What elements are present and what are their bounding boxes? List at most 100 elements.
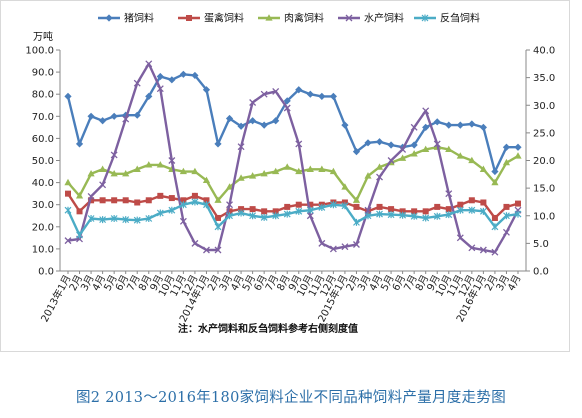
data-point [445,211,453,219]
data-point [295,207,303,215]
data-point [503,212,510,220]
data-point [318,165,326,172]
data-point [479,207,487,215]
left-tick-label: 0.0 [38,267,54,278]
data-point [260,213,268,221]
left-tick-label: 80.0 [32,90,54,101]
data-point [479,123,487,131]
data-point [364,212,372,220]
x-tick-label: 2013年1月 [38,272,74,324]
series-line [67,62,520,254]
data-point [503,228,510,236]
data-point [203,197,210,204]
data-point [295,86,303,94]
data-point [272,117,280,125]
series-line [67,145,519,202]
data-point [76,208,83,215]
data-point [260,121,268,129]
data-point [456,121,464,129]
data-point [353,241,360,248]
right-tick-label: 10.0 [533,211,555,222]
data-point [226,201,233,209]
data-point [445,206,452,213]
data-point [421,14,429,22]
data-point [225,183,234,190]
data-point [502,143,511,151]
data-point [433,118,441,126]
data-point [249,99,257,106]
data-point [191,239,199,247]
data-point [364,206,372,214]
data-point [491,214,498,221]
data-point [214,196,222,203]
data-point [387,211,395,219]
data-point [249,212,257,220]
data-point [261,208,268,215]
chart-legend: 猪饲料 蛋禽饲料 肉禽饲料 水产饲料 反刍饲料 [98,12,480,25]
data-point [295,167,303,175]
data-point [514,210,522,218]
data-point [411,208,418,215]
data-point [491,248,499,256]
data-point [399,211,407,219]
data-point [225,114,234,123]
legend-item: 肉禽饲料 [258,12,324,25]
data-point [399,154,407,161]
data-point [272,208,279,215]
data-point [491,223,499,231]
data-point [203,246,210,254]
data-point [215,214,221,221]
data-point [329,92,337,101]
data-point [503,203,510,210]
data-point [272,212,280,220]
data-point [237,122,245,130]
data-point [145,197,152,204]
data-point [515,200,521,207]
right-tick-label: 0.0 [533,267,549,278]
data-point [64,92,72,101]
data-point [283,210,291,218]
left-tick-label: 70.0 [32,112,54,123]
data-point [156,85,164,93]
chart-axes: 0.0 10.0 20.0 30.0 40.0 50.0 60.0 70.0 80.0 90.0 1… [25,46,555,278]
legend-item: 反刍饲料 [414,12,480,25]
series-肉禽饲料 [64,143,522,203]
data-point [156,72,164,81]
data-point [387,157,395,164]
data-point [341,202,349,210]
data-point [502,158,511,166]
data-point [214,140,222,148]
data-point [491,167,499,176]
data-point [388,206,395,213]
data-point [491,178,499,186]
data-point [179,167,187,175]
data-point [376,203,383,210]
data-point [295,140,303,148]
data-point [237,143,245,151]
data-point [87,215,95,223]
right-tick-label: 35.0 [533,73,555,84]
data-point [145,92,153,101]
data-point [307,201,314,208]
data-point [283,97,291,105]
data-point [133,111,141,119]
data-point [456,206,464,214]
data-point [329,245,337,253]
data-point [75,140,84,148]
data-point [387,141,395,149]
data-point [168,195,175,202]
series-line [66,73,518,173]
data-point [145,161,153,168]
chart-frame [0,0,570,352]
data-point [145,215,153,223]
data-point [445,190,453,198]
data-point [410,123,418,131]
data-point [514,143,522,151]
data-point [111,197,118,204]
data-point [87,112,95,120]
figure-caption: 图2 2013～2016年180家饲料企业不同品种饲料产量月度走势图 [75,390,506,406]
data-point [352,148,361,156]
data-point [306,212,314,220]
data-point [265,14,273,21]
data-point [375,163,384,170]
